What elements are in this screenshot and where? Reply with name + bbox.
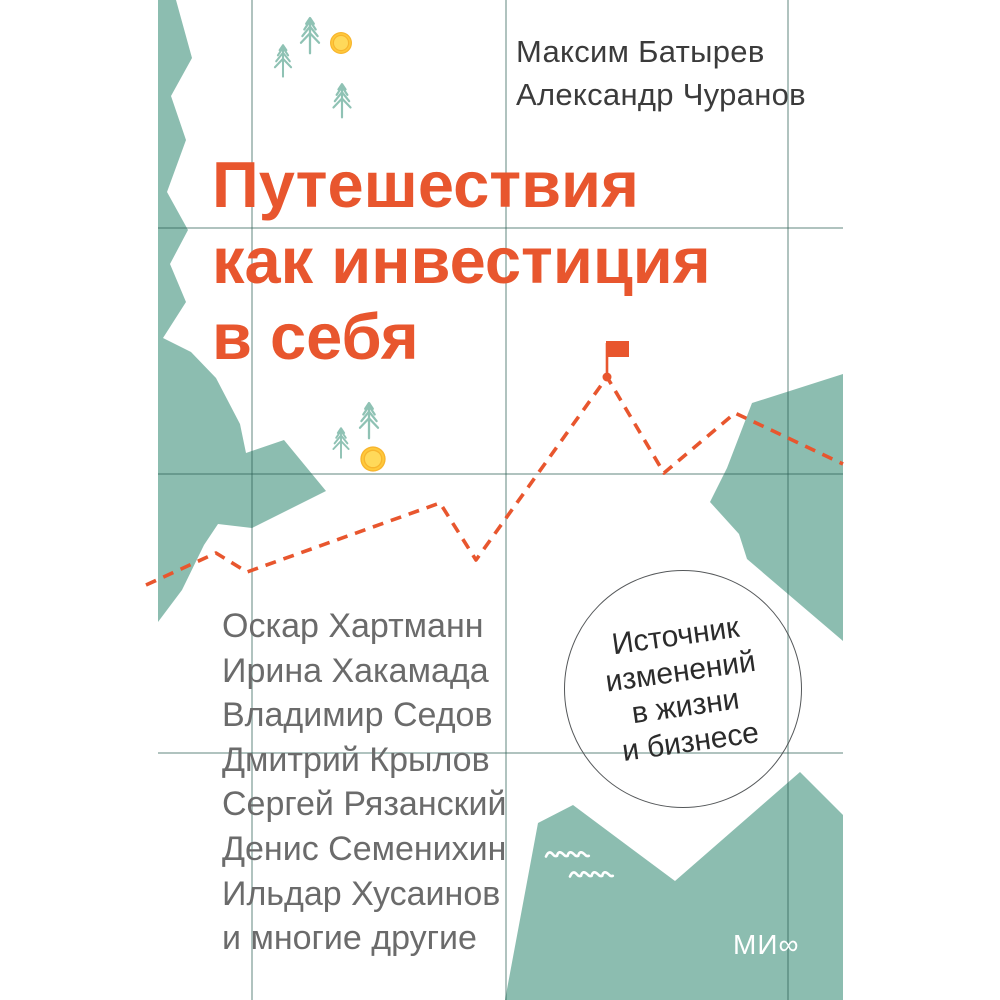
publisher-logo: МИ∞ bbox=[733, 929, 800, 960]
landmass-shapes bbox=[158, 0, 843, 1000]
title-line: как инвестиция bbox=[212, 224, 711, 297]
list-item: Ильдар Хусаинов bbox=[222, 874, 501, 913]
book-title: Путешествия как инвестиция в себя bbox=[212, 147, 711, 375]
list-item: Дмитрий Крылов bbox=[222, 740, 490, 779]
list-item: Сергей Рязанский bbox=[222, 785, 507, 824]
featured-names-list: Оскар Хартманн Ирина Хакамада Владимир С… bbox=[222, 604, 506, 961]
title-line: в себя bbox=[212, 300, 419, 373]
list-item: Владимир Седов bbox=[222, 696, 493, 735]
title-line: Путешествия bbox=[212, 148, 639, 221]
list-item: Оскар Хартманн bbox=[222, 607, 484, 645]
fir-tree-icon bbox=[332, 427, 350, 459]
list-item: Ирина Хакамада bbox=[222, 651, 489, 690]
author-name: Максим Батырев bbox=[516, 34, 765, 69]
landmass-right bbox=[710, 374, 843, 641]
authors-block: Максим Батырев Александр Чуранов bbox=[516, 30, 806, 116]
fir-tree-icon bbox=[358, 401, 380, 440]
author-name: Александр Чуранов bbox=[516, 77, 806, 112]
map-grid bbox=[158, 0, 843, 1000]
coin-icon bbox=[329, 31, 353, 55]
list-item: и многие другие bbox=[222, 919, 477, 958]
list-item: Денис Семенихин bbox=[222, 829, 507, 868]
fir-tree-icon bbox=[299, 16, 321, 55]
tagline-badge-circle: Источник изменений в жизни и бизнесе bbox=[564, 570, 802, 808]
fir-tree-icon bbox=[273, 44, 293, 78]
dashed-route-line bbox=[145, 375, 844, 587]
coin-icon bbox=[359, 445, 387, 473]
fir-tree-icon bbox=[332, 83, 352, 119]
landmass-left bbox=[158, 0, 326, 622]
tagline-text: Источник изменений в жизни и бизнесе bbox=[550, 556, 817, 823]
landmass-bottom bbox=[505, 772, 843, 1000]
flag-icon bbox=[602, 341, 629, 382]
